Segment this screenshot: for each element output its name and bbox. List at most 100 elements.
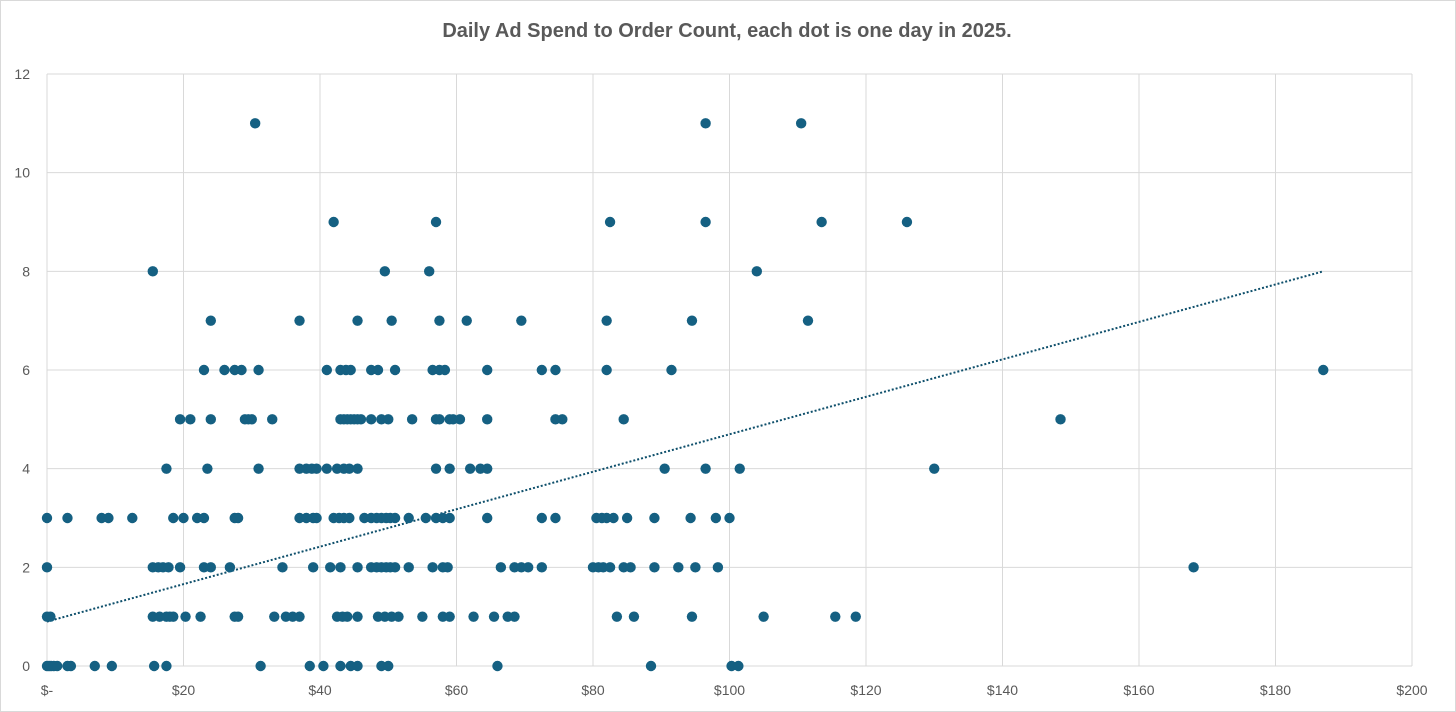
data-point bbox=[509, 611, 520, 622]
data-point bbox=[850, 611, 861, 622]
data-point bbox=[1318, 364, 1329, 376]
data-point bbox=[89, 660, 100, 672]
data-point bbox=[403, 512, 414, 524]
data-point bbox=[389, 562, 401, 573]
data-point bbox=[430, 216, 442, 228]
data-point bbox=[311, 463, 322, 474]
x-tick-label: $120 bbox=[850, 682, 881, 698]
data-point bbox=[444, 611, 455, 622]
data-point bbox=[468, 611, 479, 622]
data-point bbox=[795, 118, 807, 129]
data-point bbox=[393, 611, 404, 622]
data-point bbox=[751, 266, 762, 277]
data-point bbox=[495, 562, 507, 573]
trendline-layer bbox=[46, 270, 1324, 623]
x-tick-label: $200 bbox=[1396, 682, 1427, 698]
data-point bbox=[352, 315, 363, 326]
data-point bbox=[224, 562, 236, 573]
data-point bbox=[690, 562, 701, 573]
data-point bbox=[344, 512, 355, 524]
chart-title: Daily Ad Spend to Order Count, each dot … bbox=[442, 20, 1012, 42]
data-point bbox=[236, 364, 247, 376]
data-point bbox=[482, 414, 493, 425]
data-point bbox=[901, 216, 913, 228]
data-point bbox=[522, 562, 534, 573]
data-point bbox=[253, 463, 264, 474]
x-tick-label: $60 bbox=[445, 682, 469, 698]
data-point bbox=[103, 512, 114, 524]
data-point bbox=[700, 216, 711, 228]
data-point bbox=[403, 562, 414, 573]
data-point bbox=[816, 216, 827, 228]
data-point bbox=[625, 562, 636, 573]
data-point bbox=[294, 611, 305, 622]
data-point bbox=[1055, 414, 1066, 425]
data-point bbox=[267, 414, 278, 425]
data-point bbox=[41, 512, 53, 524]
data-point bbox=[255, 660, 266, 672]
data-point bbox=[365, 414, 377, 425]
data-point bbox=[345, 364, 356, 376]
y-tick-label: 12 bbox=[14, 66, 30, 82]
data-point bbox=[352, 562, 363, 573]
gridlines bbox=[46, 73, 1413, 667]
data-point bbox=[198, 364, 210, 376]
data-point bbox=[733, 660, 744, 672]
data-point bbox=[127, 512, 138, 524]
data-point bbox=[148, 660, 160, 672]
data-point bbox=[601, 315, 612, 326]
data-point bbox=[604, 216, 616, 228]
data-point bbox=[185, 414, 196, 425]
data-point bbox=[604, 562, 616, 573]
x-tick-label: $- bbox=[41, 682, 54, 698]
x-axis-ticks: $- $20 $40 $60 $80 $100 $120 $140 $160 $180 $200 bbox=[41, 682, 1428, 698]
data-point bbox=[550, 512, 561, 524]
data-point bbox=[929, 463, 940, 474]
data-point bbox=[269, 611, 280, 622]
data-point bbox=[307, 562, 319, 573]
data-point bbox=[389, 364, 401, 376]
data-point bbox=[168, 512, 179, 524]
x-tick-label: $100 bbox=[714, 682, 745, 698]
data-point bbox=[249, 118, 261, 129]
data-point bbox=[147, 266, 158, 277]
data-point bbox=[344, 463, 355, 474]
data-point bbox=[516, 315, 527, 326]
data-point bbox=[830, 611, 841, 622]
data-point bbox=[205, 315, 216, 326]
data-point bbox=[321, 364, 333, 376]
data-point bbox=[65, 660, 77, 672]
data-point bbox=[372, 364, 384, 376]
data-point bbox=[352, 463, 363, 474]
data-point bbox=[198, 512, 210, 524]
data-point bbox=[734, 463, 745, 474]
data-point bbox=[202, 463, 213, 474]
data-point bbox=[219, 364, 230, 376]
data-point bbox=[232, 611, 244, 622]
data-point bbox=[700, 118, 711, 129]
data-point bbox=[430, 463, 442, 474]
x-tick-label: $80 bbox=[581, 682, 605, 698]
data-point bbox=[379, 266, 391, 277]
data-point bbox=[444, 463, 455, 474]
data-point bbox=[383, 660, 394, 672]
data-point bbox=[628, 611, 640, 622]
data-point bbox=[417, 611, 428, 622]
data-point bbox=[174, 562, 186, 573]
data-point bbox=[41, 562, 53, 573]
y-tick-label: 4 bbox=[22, 461, 30, 477]
data-point bbox=[608, 512, 619, 524]
data-point bbox=[482, 512, 493, 524]
data-point bbox=[335, 660, 346, 672]
data-point bbox=[205, 414, 216, 425]
data-point bbox=[712, 562, 724, 573]
data-point bbox=[492, 660, 503, 672]
data-point bbox=[325, 562, 336, 573]
data-point bbox=[673, 562, 684, 573]
data-point bbox=[434, 414, 445, 425]
data-point bbox=[311, 512, 322, 524]
data-point bbox=[328, 216, 339, 228]
data-point bbox=[724, 512, 735, 524]
y-axis-ticks: 0 2 4 6 8 10 12 bbox=[14, 66, 30, 674]
